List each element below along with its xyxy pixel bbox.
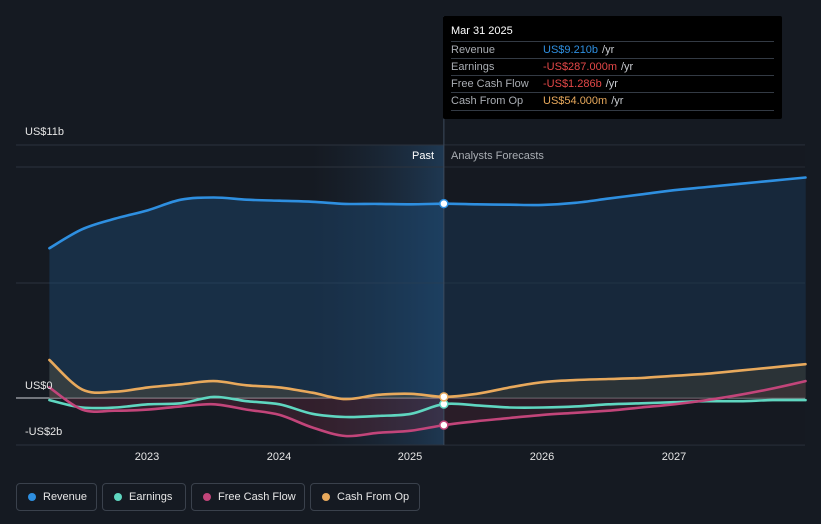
cash-from-op-line <box>48 358 807 401</box>
legend-label: Revenue <box>43 491 88 503</box>
revenue-area <box>49 177 806 398</box>
legend-dot <box>114 493 122 501</box>
revenue-marker <box>439 198 449 209</box>
tooltip-unit: /yr <box>605 78 618 90</box>
tooltip-value-text: -US$287.000m <box>543 61 617 73</box>
cash-from-op-area <box>49 360 806 400</box>
past-label: Past <box>412 150 435 162</box>
tooltip-value: -US$287.000m/yr <box>543 59 633 76</box>
legend-dot <box>203 493 211 501</box>
legend-dot <box>28 493 36 501</box>
tooltip: Mar 31 2025 Revenue US$9.210b/yr Earning… <box>443 16 782 119</box>
revenue-line <box>48 176 807 250</box>
tooltip-unit: /yr <box>602 44 615 56</box>
x-tick-2027: 2027 <box>661 451 687 463</box>
x-tick-2023: 2023 <box>134 451 160 463</box>
y-label-zero: US$0 <box>25 380 53 392</box>
legend-label: Earnings <box>129 491 173 503</box>
tooltip-name: Cash From Op <box>451 95 524 107</box>
tooltip-value: US$9.210b/yr <box>543 42 614 59</box>
tooltip-row-revenue: Revenue US$9.210b/yr <box>451 41 774 59</box>
tooltip-name: Revenue <box>451 44 496 56</box>
x-tick-2026: 2026 <box>529 451 555 463</box>
legend-label: Free Cash Flow <box>218 491 296 503</box>
tooltip-value: -US$1.286b/yr <box>543 76 618 93</box>
cash-from-op-marker <box>439 392 449 402</box>
legend-dot <box>322 493 330 501</box>
forecast-label: Analysts Forecasts <box>451 150 544 162</box>
tooltip-name: Earnings <box>451 61 495 73</box>
tooltip-value-text: -US$1.286b <box>543 78 602 90</box>
tooltip-row-fcf: Free Cash Flow -US$1.286b/yr <box>451 75 774 93</box>
legend-earnings[interactable]: Earnings <box>102 483 186 511</box>
tooltip-value-text: US$9.210b <box>543 44 599 56</box>
tooltip-date: Mar 31 2025 <box>451 25 513 37</box>
free-cash-flow-line <box>48 379 807 438</box>
tooltip-value-text: US$54.000m <box>543 95 608 107</box>
tooltip-value: US$54.000m/yr <box>543 93 623 110</box>
legend-label: Cash From Op <box>337 491 410 503</box>
tooltip-name: Free Cash Flow <box>451 78 529 90</box>
legend-free-cash-flow[interactable]: Free Cash Flow <box>191 483 305 511</box>
earnings-line <box>48 395 807 419</box>
x-tick-2025: 2025 <box>397 451 423 463</box>
tooltip-unit: /yr <box>621 61 634 73</box>
tooltip-unit: /yr <box>611 95 624 107</box>
x-tick-2024: 2024 <box>266 451 292 463</box>
y-label-bottom: -US$2b <box>25 426 63 438</box>
free-cash-flow-marker <box>439 420 449 430</box>
legend-cash-from-op[interactable]: Cash From Op <box>310 483 420 511</box>
tooltip-row-earnings: Earnings -US$287.000m/yr <box>451 58 774 76</box>
legend-revenue[interactable]: Revenue <box>16 483 97 511</box>
y-label-top: US$11b <box>25 126 64 138</box>
tooltip-row-cfo: Cash From Op US$54.000m/yr <box>451 92 774 111</box>
